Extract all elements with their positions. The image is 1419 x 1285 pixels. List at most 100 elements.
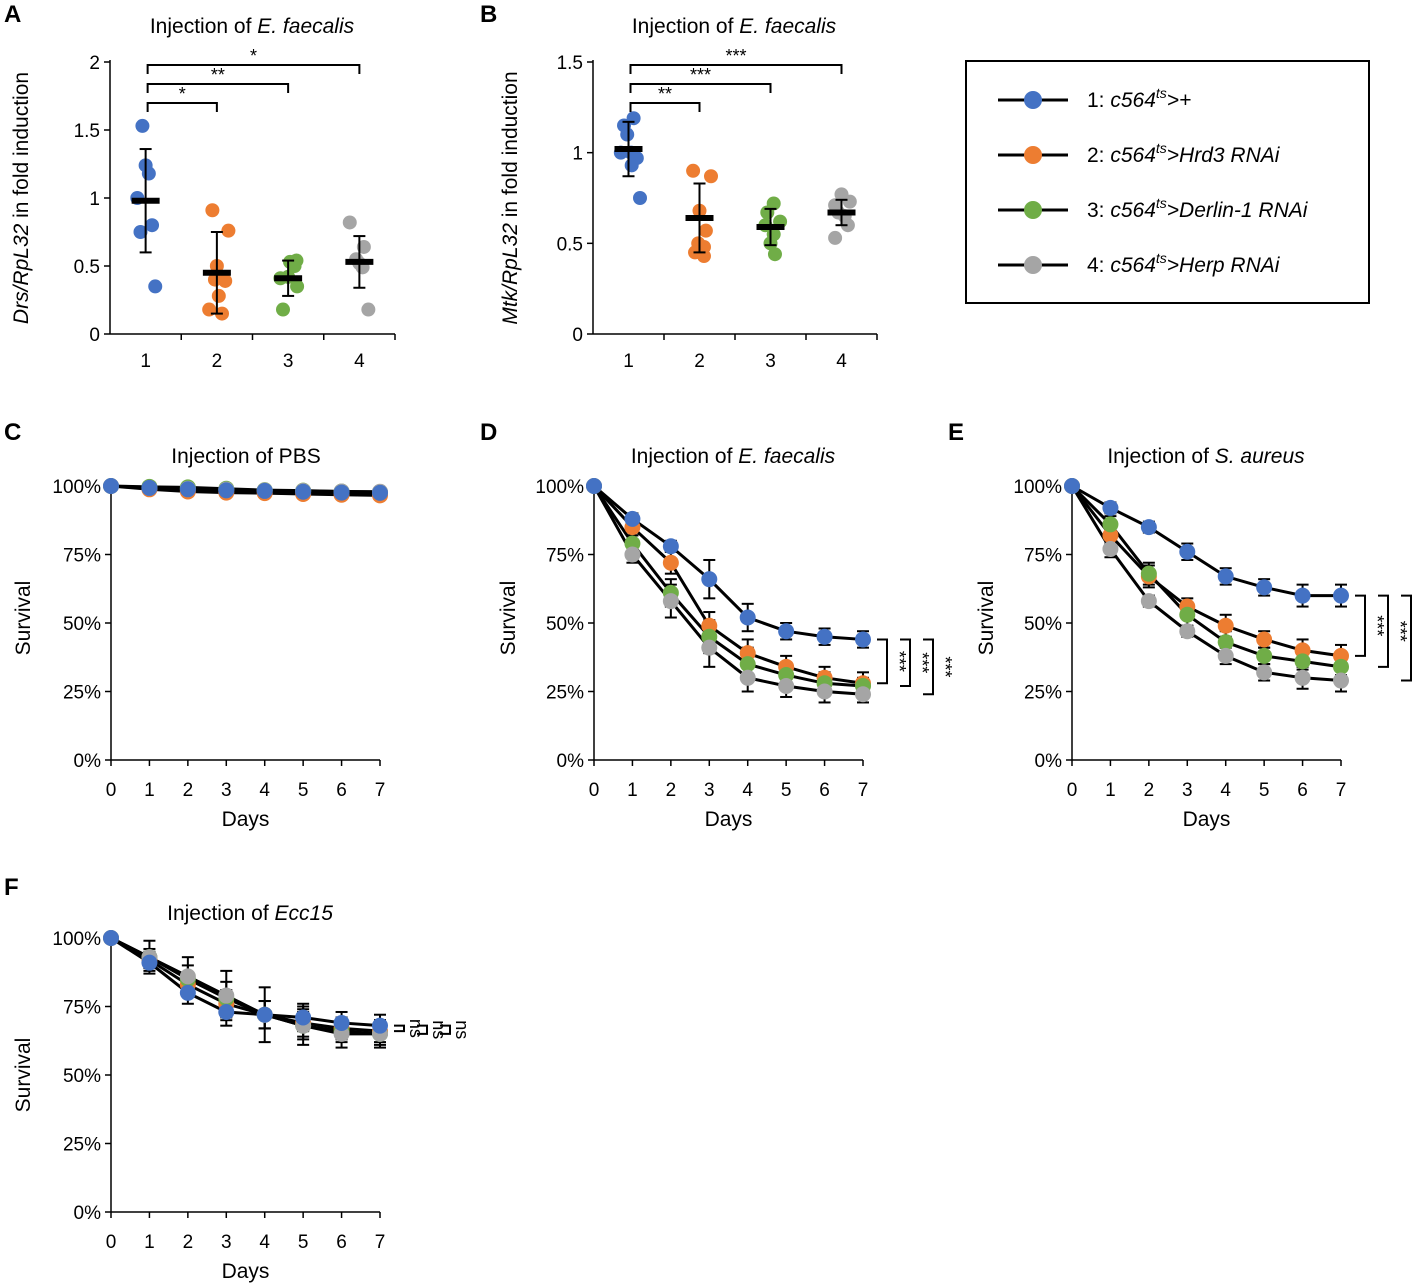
data-point bbox=[1217, 617, 1234, 634]
data-point bbox=[1256, 631, 1273, 648]
significance-bracket bbox=[629, 83, 772, 93]
data-point bbox=[1333, 647, 1349, 664]
data-point bbox=[141, 166, 156, 181]
data-point bbox=[624, 510, 641, 527]
data-point bbox=[218, 273, 233, 288]
panel-letter: D bbox=[480, 419, 497, 446]
significance-label: *** bbox=[1413, 628, 1419, 649]
legend-marker bbox=[1024, 256, 1042, 274]
data-point bbox=[701, 617, 718, 634]
y-axis-label-sep: / bbox=[499, 283, 522, 293]
data-point bbox=[211, 288, 226, 303]
significance-label: ** bbox=[211, 65, 225, 85]
data-point bbox=[179, 968, 196, 985]
x-tick-label: 4 bbox=[354, 351, 365, 372]
significance-label: *** bbox=[935, 656, 955, 677]
y-tick-label: 100% bbox=[1013, 477, 1062, 498]
y-tick-label: 0 bbox=[572, 325, 583, 346]
data-point bbox=[256, 1006, 273, 1023]
x-tick-label: 5 bbox=[298, 1232, 309, 1253]
data-point bbox=[624, 546, 641, 563]
significance-label: ns bbox=[429, 1020, 449, 1039]
legend-marker bbox=[1024, 146, 1042, 164]
y-tick-label: 0.5 bbox=[557, 234, 583, 255]
significance-bracket bbox=[877, 638, 888, 685]
panel-letter: F bbox=[4, 874, 19, 901]
data-point bbox=[1179, 606, 1196, 623]
legend-item: 2: c564ts>Hrd3 RNAi bbox=[998, 140, 1281, 167]
y-tick-label: 1 bbox=[89, 189, 100, 210]
data-point bbox=[1217, 568, 1234, 585]
data-point bbox=[739, 669, 756, 686]
data-point bbox=[1179, 543, 1196, 560]
data-point bbox=[141, 954, 158, 971]
significance-label: *** bbox=[889, 651, 909, 672]
legend-genotype: >+ bbox=[1167, 89, 1192, 112]
y-tick-label: 0% bbox=[74, 751, 102, 772]
x-tick-label: 6 bbox=[819, 780, 830, 801]
data-point bbox=[828, 230, 843, 245]
y-tick-label: 75% bbox=[63, 998, 101, 1019]
chart-title-italic: E. faecalis bbox=[738, 445, 835, 468]
data-point bbox=[701, 639, 718, 656]
data-point bbox=[1217, 647, 1234, 664]
data-point bbox=[218, 1003, 235, 1020]
significance-label: *** bbox=[1390, 621, 1410, 642]
significance-label: ns bbox=[406, 1019, 426, 1038]
data-point bbox=[855, 631, 871, 648]
x-axis-label: Days bbox=[1183, 808, 1231, 831]
data-point bbox=[342, 215, 357, 230]
data-point bbox=[1140, 593, 1157, 610]
data-point bbox=[855, 686, 871, 703]
y-tick-label: 25% bbox=[1024, 683, 1062, 704]
x-tick-label: 3 bbox=[765, 351, 776, 372]
y-tick-label: 25% bbox=[63, 1135, 101, 1156]
data-point bbox=[1333, 587, 1349, 604]
x-tick-label: 3 bbox=[704, 780, 715, 801]
data-point bbox=[1294, 642, 1311, 659]
significance-bracket bbox=[440, 1024, 451, 1035]
y-axis-label: Survival bbox=[497, 581, 520, 656]
chart-title-text: Injection of PBS bbox=[171, 445, 320, 468]
x-tick-label: 3 bbox=[221, 1232, 232, 1253]
chart-title-italic: S. aureus bbox=[1215, 445, 1305, 468]
significance-bracket bbox=[629, 64, 843, 74]
chart-title: Injection of E. faecalis bbox=[631, 445, 836, 468]
x-tick-label: 5 bbox=[1259, 780, 1270, 801]
legend-driver: c564 bbox=[1110, 254, 1156, 277]
y-axis-label: Survival bbox=[12, 1038, 35, 1113]
x-tick-label: 6 bbox=[336, 1232, 347, 1253]
data-point bbox=[179, 481, 196, 498]
x-tick-label: 4 bbox=[836, 351, 847, 372]
legend-item: 4: c564ts>Herp RNAi bbox=[998, 250, 1281, 277]
data-point bbox=[620, 127, 635, 142]
panel-e: Injection of S. aureus E 0% 25% 50% 75% 100% 0 1… bbox=[948, 419, 1419, 831]
x-tick-label: 4 bbox=[1220, 780, 1231, 801]
data-point bbox=[1256, 664, 1273, 681]
y-tick-label: 100% bbox=[535, 477, 584, 498]
y-axis-label: Survival bbox=[975, 581, 998, 656]
data-point bbox=[333, 484, 350, 501]
x-tick-label: 7 bbox=[1336, 780, 1347, 801]
data-point bbox=[842, 194, 857, 209]
chart-title-italic: E. faecalis bbox=[739, 15, 836, 38]
x-tick-label: 0 bbox=[1067, 780, 1078, 801]
legend-number: 1: bbox=[1087, 89, 1110, 112]
y-axis-label: Mtk/RpL32 in fold induction bbox=[499, 71, 522, 324]
chart-title: Injection of E. faecalis bbox=[150, 15, 355, 38]
x-tick-label: 0 bbox=[106, 780, 117, 801]
data-point bbox=[207, 272, 222, 287]
data-point bbox=[145, 218, 160, 233]
x-tick-label: 6 bbox=[336, 780, 347, 801]
panel-d: Injection of E. faecalis D 0% 25% 50% 75% 100%… bbox=[480, 419, 955, 831]
data-point bbox=[1064, 478, 1080, 494]
chart-title: Injection of S. aureus bbox=[1107, 445, 1305, 468]
data-point bbox=[205, 203, 220, 218]
x-tick-label: 5 bbox=[298, 780, 309, 801]
chart-title-italic: E. faecalis bbox=[257, 15, 354, 38]
y-tick-label: 25% bbox=[546, 683, 584, 704]
legend-superscript: ts bbox=[1156, 140, 1167, 156]
x-tick-label: 4 bbox=[259, 1232, 270, 1253]
